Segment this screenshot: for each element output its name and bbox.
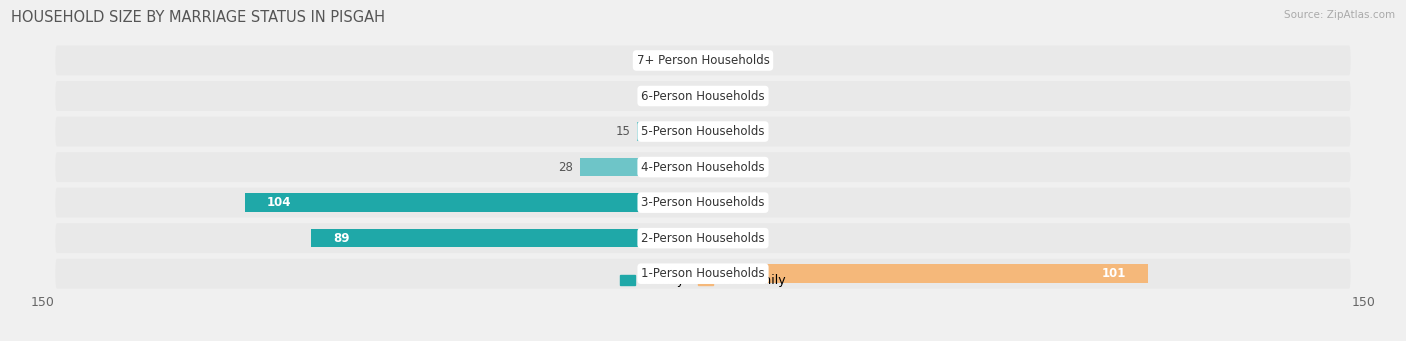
Bar — [703, 265, 1147, 283]
FancyBboxPatch shape — [55, 259, 1351, 288]
Text: 7+ Person Households: 7+ Person Households — [637, 54, 769, 67]
Text: 89: 89 — [333, 232, 350, 245]
Text: HOUSEHOLD SIZE BY MARRIAGE STATUS IN PISGAH: HOUSEHOLD SIZE BY MARRIAGE STATUS IN PIS… — [11, 10, 385, 25]
Text: 28: 28 — [558, 161, 574, 174]
Text: Source: ZipAtlas.com: Source: ZipAtlas.com — [1284, 10, 1395, 20]
Text: 2-Person Households: 2-Person Households — [641, 232, 765, 245]
Bar — [699, 87, 703, 105]
Text: 0: 0 — [686, 54, 695, 67]
Legend: Family, Nonfamily: Family, Nonfamily — [614, 269, 792, 292]
Text: 1-Person Households: 1-Person Households — [641, 267, 765, 280]
Bar — [703, 229, 738, 248]
FancyBboxPatch shape — [55, 46, 1351, 75]
Text: 8: 8 — [745, 232, 752, 245]
FancyBboxPatch shape — [55, 223, 1351, 253]
Text: 0: 0 — [686, 267, 695, 280]
Text: 5-Person Households: 5-Person Households — [641, 125, 765, 138]
Text: 6-Person Households: 6-Person Households — [641, 89, 765, 103]
Text: 104: 104 — [267, 196, 291, 209]
Text: 1: 1 — [685, 89, 692, 103]
Text: 0: 0 — [711, 54, 720, 67]
Bar — [311, 229, 703, 248]
Text: 0: 0 — [711, 125, 720, 138]
Bar — [579, 158, 703, 176]
FancyBboxPatch shape — [55, 117, 1351, 147]
Text: 0: 0 — [711, 161, 720, 174]
Bar — [637, 122, 703, 141]
Text: 101: 101 — [1101, 267, 1126, 280]
Text: 4-Person Households: 4-Person Households — [641, 161, 765, 174]
FancyBboxPatch shape — [55, 81, 1351, 111]
FancyBboxPatch shape — [55, 188, 1351, 218]
Text: 3-Person Households: 3-Person Households — [641, 196, 765, 209]
Text: 0: 0 — [711, 89, 720, 103]
Bar — [245, 193, 703, 212]
Text: 0: 0 — [711, 196, 720, 209]
Text: 15: 15 — [616, 125, 630, 138]
FancyBboxPatch shape — [55, 152, 1351, 182]
